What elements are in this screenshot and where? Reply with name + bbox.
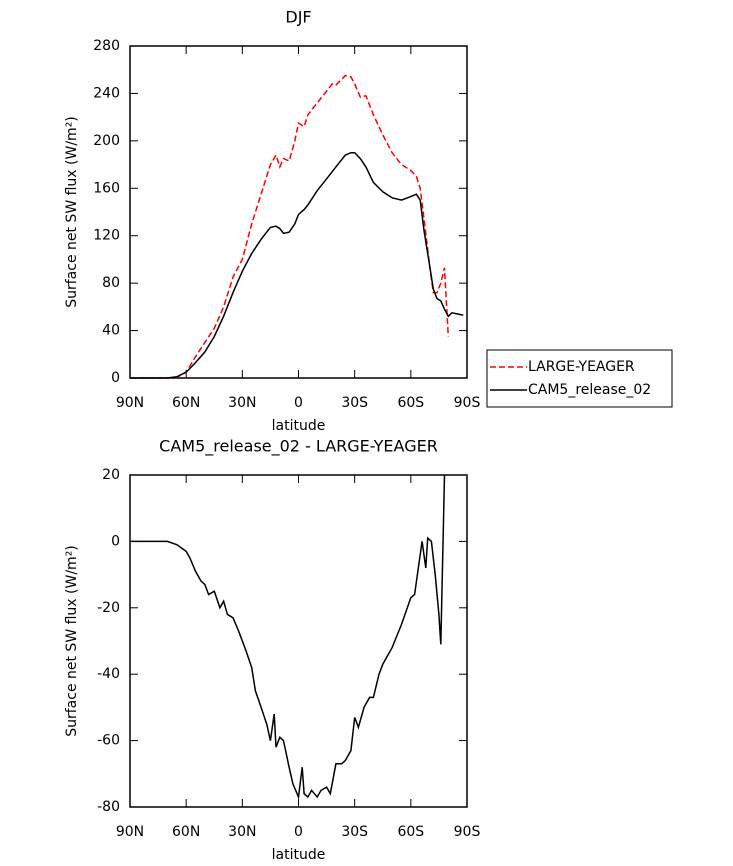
- x-tick-label: 30N: [228, 395, 256, 411]
- x-tick-label: 0: [294, 395, 303, 411]
- x-axis-label: latitude: [272, 847, 326, 863]
- data-line: [130, 74, 450, 379]
- y-tick-label: 240: [93, 85, 120, 101]
- y-tick-label: 280: [93, 38, 120, 54]
- plot-frame: [129, 474, 468, 808]
- legend-label: LARGE-YEAGER: [528, 359, 635, 375]
- x-tick-label: 60N: [172, 824, 200, 840]
- data-line: [130, 151, 464, 379]
- x-tick-label: 60S: [397, 395, 424, 411]
- data-line: [130, 474, 446, 800]
- y-tick-label: 20: [102, 467, 120, 483]
- x-tick-label: 60N: [172, 395, 200, 411]
- x-tick-label: 90N: [116, 395, 144, 411]
- y-tick-label: 160: [93, 180, 120, 196]
- x-axis-label: latitude: [272, 418, 326, 434]
- x-tick-label: 30S: [341, 395, 368, 411]
- y-tick-label: -20: [97, 600, 120, 616]
- x-tick-label: 90S: [454, 824, 481, 840]
- y-tick-label: -60: [97, 733, 120, 749]
- y-tick-label: 80: [102, 275, 120, 291]
- legend-label: CAM5_release_02: [528, 382, 651, 398]
- y-tick-label: 40: [102, 323, 120, 339]
- x-tick-label: 0: [294, 824, 303, 840]
- y-tick-label: 200: [93, 133, 120, 149]
- chart-title: CAM5_release_02 - LARGE-YEAGER: [159, 437, 438, 457]
- y-axis-label: Surface net SW flux (W/m²): [64, 545, 80, 737]
- y-tick-label: 120: [93, 228, 120, 244]
- plot-frame: [129, 45, 468, 379]
- y-tick-label: 0: [111, 370, 120, 386]
- legend-box: [486, 349, 673, 408]
- x-tick-label: 30S: [341, 824, 368, 840]
- y-tick-label: 0: [111, 533, 120, 549]
- y-tick-label: -80: [97, 799, 120, 815]
- x-tick-label: 90N: [116, 824, 144, 840]
- x-tick-label: 90S: [454, 395, 481, 411]
- y-tick-label: -40: [97, 666, 120, 682]
- y-axis-label: Surface net SW flux (W/m²): [64, 116, 80, 308]
- x-tick-label: 30N: [228, 824, 256, 840]
- chart-title: DJF: [285, 8, 311, 27]
- x-tick-label: 60S: [397, 824, 424, 840]
